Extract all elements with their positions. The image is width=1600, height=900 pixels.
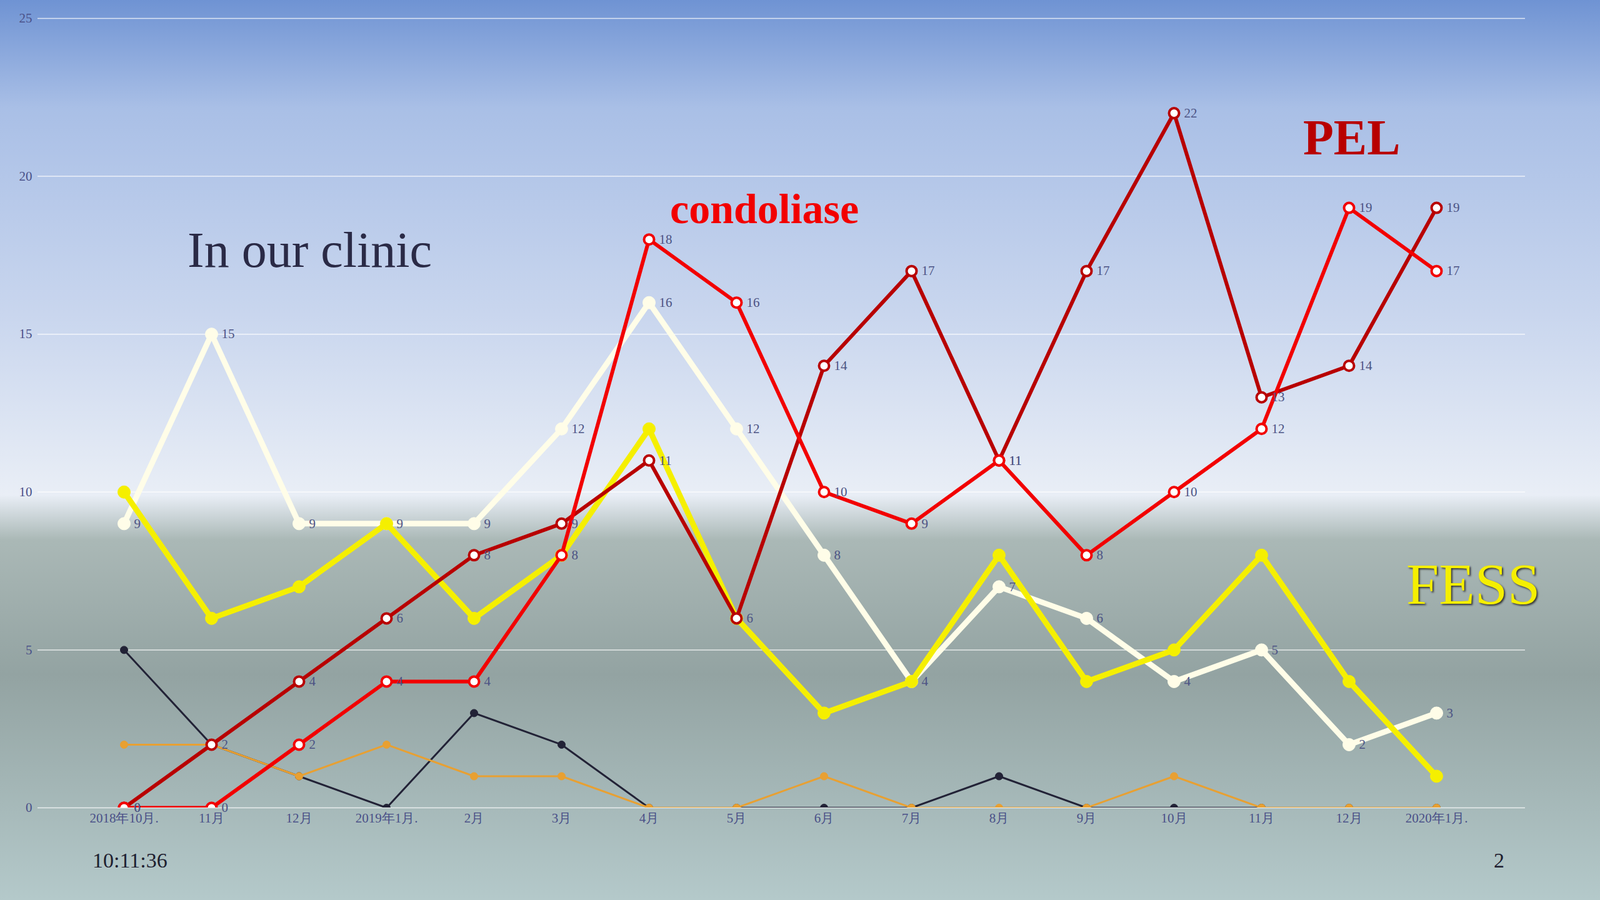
svg-text:2: 2: [221, 736, 229, 752]
svg-text:11: 11: [1009, 453, 1022, 469]
svg-text:12: 12: [571, 421, 585, 437]
svg-text:15: 15: [221, 326, 235, 342]
svg-text:11月: 11月: [198, 810, 225, 826]
svg-text:17: 17: [1096, 263, 1110, 279]
html-text:2: 2: [1493, 848, 1505, 872]
svg-text:0: 0: [221, 800, 229, 815]
svg-text:12月: 12月: [286, 810, 313, 826]
svg-text:5月: 5月: [726, 810, 747, 826]
svg-text:10: 10: [19, 484, 33, 500]
svg-text:2: 2: [309, 736, 317, 752]
html-text:FESS: FESS: [1406, 551, 1541, 617]
svg-text:15: 15: [19, 326, 33, 342]
svg-text:10: 10: [1184, 484, 1198, 500]
svg-text:4: 4: [484, 673, 492, 689]
svg-text:8: 8: [484, 547, 492, 563]
svg-text:9: 9: [134, 516, 142, 532]
svg-text:22: 22: [1184, 105, 1198, 121]
svg-text:12: 12: [1271, 421, 1285, 437]
svg-text:14: 14: [1359, 358, 1374, 374]
svg-text:2: 2: [1359, 736, 1367, 752]
svg-text:8: 8: [571, 547, 579, 563]
svg-text:12月: 12月: [1336, 810, 1363, 826]
svg-text:4: 4: [921, 673, 929, 689]
svg-text:4: 4: [1184, 673, 1192, 689]
svg-text:9: 9: [309, 516, 317, 532]
svg-text:8月: 8月: [989, 810, 1010, 826]
svg-text:11月: 11月: [1248, 810, 1275, 826]
html-text:condoliase: condoliase: [670, 185, 859, 233]
svg-text:4: 4: [309, 673, 317, 689]
svg-text:3月: 3月: [551, 810, 572, 826]
svg-text:17: 17: [1446, 263, 1460, 279]
svg-text:5: 5: [1271, 642, 1279, 658]
svg-text:2月: 2月: [464, 810, 485, 826]
svg-text:8: 8: [834, 547, 842, 563]
svg-text:11: 11: [659, 453, 672, 469]
svg-text:11: 11: [1009, 453, 1022, 469]
svg-text:6: 6: [746, 610, 754, 626]
svg-text:7: 7: [1009, 579, 1017, 595]
svg-text:19: 19: [1359, 200, 1373, 215]
svg-text:5: 5: [25, 642, 33, 658]
html-text:10:11:36: 10:11:36: [92, 848, 168, 872]
svg-text:7月: 7月: [901, 810, 922, 826]
svg-text:10: 10: [834, 484, 848, 500]
svg-text:12: 12: [746, 421, 760, 437]
svg-text:9: 9: [571, 516, 579, 532]
svg-text:9月: 9月: [1076, 810, 1097, 826]
svg-text:2019年1月.: 2019年1月.: [355, 810, 419, 826]
svg-text:25: 25: [19, 10, 33, 26]
svg-text:9: 9: [484, 516, 492, 532]
svg-text:0: 0: [134, 800, 142, 815]
svg-text:18: 18: [659, 231, 673, 247]
html-text:In our clinic: In our clinic: [187, 222, 432, 278]
svg-text:13: 13: [1271, 389, 1285, 405]
svg-text:2020年1月.: 2020年1月.: [1405, 810, 1469, 826]
svg-text:3: 3: [1446, 705, 1454, 721]
svg-text:16: 16: [659, 295, 673, 310]
svg-text:6: 6: [1096, 610, 1104, 626]
svg-text:14: 14: [834, 358, 849, 374]
svg-text:9: 9: [396, 516, 404, 532]
svg-text:8: 8: [1096, 547, 1104, 563]
svg-text:20: 20: [19, 168, 33, 184]
svg-text:4月: 4月: [639, 810, 660, 826]
svg-text:17: 17: [921, 263, 935, 279]
svg-text:9: 9: [921, 516, 929, 532]
svg-text:6月: 6月: [814, 810, 835, 826]
svg-text:16: 16: [746, 295, 760, 310]
svg-text:0: 0: [134, 800, 142, 815]
svg-text:0: 0: [25, 800, 33, 815]
svg-text:19: 19: [1446, 200, 1460, 215]
svg-text:6: 6: [396, 610, 404, 626]
html-text:PEL: PEL: [1303, 110, 1401, 165]
svg-text:10月: 10月: [1161, 810, 1188, 826]
svg-text:4: 4: [396, 673, 404, 689]
svg-text:2018年10月.: 2018年10月.: [89, 810, 159, 826]
